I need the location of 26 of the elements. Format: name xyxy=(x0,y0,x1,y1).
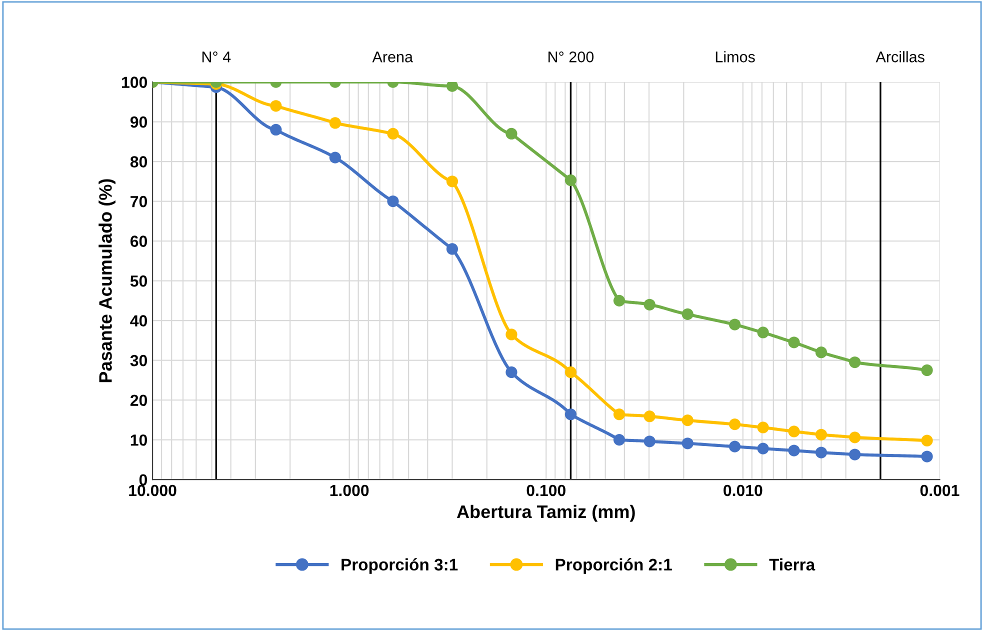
x-tick-label: 1.000 xyxy=(330,484,369,496)
x-tick-label: 10.000 xyxy=(129,484,176,496)
ref-line-label: N° 200 xyxy=(548,52,594,62)
legend-label: Proporción 2:1 xyxy=(556,558,672,574)
y-tick-label: 50 xyxy=(130,275,148,287)
y-tick-label: 100 xyxy=(122,76,148,88)
x-tick-label: 0.010 xyxy=(724,484,762,496)
y-tick-label: 90 xyxy=(130,116,148,128)
y-tick-label: 60 xyxy=(130,236,148,247)
y-tick-label: 10 xyxy=(130,434,148,446)
y-axis-title: Pasante Acumulado (%) xyxy=(98,179,116,382)
x-axis-title: Abertura Tamiz (mm) xyxy=(456,504,635,522)
legend-label: Tierra xyxy=(769,558,816,571)
text: Limos xyxy=(716,51,755,62)
y-tick-label: 40 xyxy=(130,315,148,326)
y-tick-label: 30 xyxy=(130,354,148,366)
y-tick-label: 20 xyxy=(130,394,148,406)
y-tick-label: 70 xyxy=(130,196,148,208)
y-tick-label: 80 xyxy=(130,156,148,168)
ref-line-label: N° 4 xyxy=(202,52,231,62)
legend-label: Proporción 3:1 xyxy=(342,558,458,574)
y-tick-label: 0 xyxy=(139,474,148,486)
x-tick-label: 0.100 xyxy=(526,484,566,496)
text: Arena xyxy=(372,52,413,62)
x-tick-label: 0.001 xyxy=(920,484,960,496)
text: Arcillas xyxy=(876,51,924,62)
